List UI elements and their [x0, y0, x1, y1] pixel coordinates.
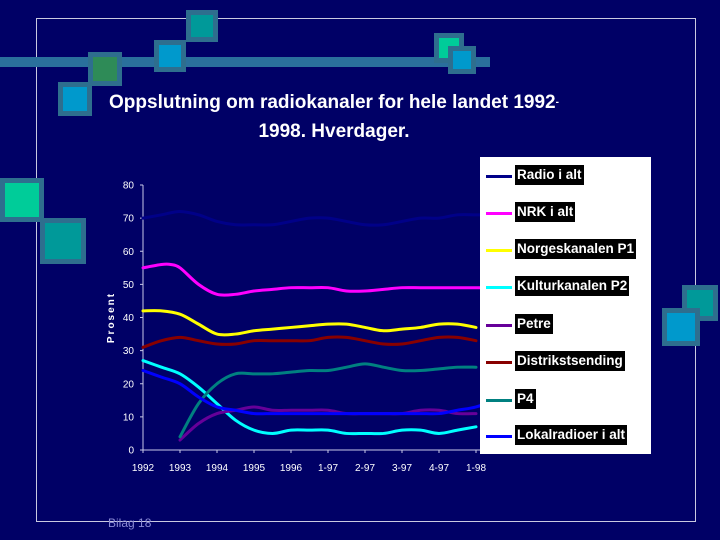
series-line-kulturkanalen-p2: [141, 359, 478, 436]
x-tick-label: 1992: [132, 463, 155, 474]
legend-swatch: [486, 399, 512, 402]
x-tick-label: 1-98: [466, 463, 486, 474]
legend-swatch: [486, 249, 512, 252]
series-line-p4: [178, 362, 478, 439]
chart-title: Oppslutning om radiokanaler for hele lan…: [60, 88, 608, 146]
y-tick-label: 30: [123, 346, 135, 357]
y-axis-label: Prosent: [106, 292, 117, 343]
legend-item: Kulturkanalen P2: [480, 276, 651, 298]
legend-swatch: [486, 212, 512, 215]
series-line-nrk-i-alt: [141, 262, 496, 297]
title-line-2: 1998. Hverdager.: [258, 121, 410, 142]
legend-label: Distrikstsending: [515, 351, 625, 371]
y-tick-label: 20: [123, 379, 135, 390]
legend-item: Distrikstsending: [480, 351, 651, 373]
legend-swatch: [486, 324, 512, 327]
y-tick-label: 50: [123, 280, 135, 291]
legend-label: P4: [515, 389, 536, 409]
decor-bar: [0, 57, 490, 67]
legend-swatch: [486, 286, 512, 289]
footer-label: Bilag 18: [108, 516, 152, 530]
series-line-norgeskanalen-p1: [141, 309, 478, 337]
chart-legend: Radio i alt NRK i alt Norgeskanalen P1 Kult…: [480, 157, 651, 454]
series-line-petre: [178, 405, 478, 442]
legend-label: Petre: [515, 314, 553, 334]
y-tick-label: 60: [123, 247, 135, 258]
x-tick-label: 2-97: [355, 463, 375, 474]
legend-item: Lokalradioer i alt: [480, 425, 651, 447]
x-tick-label: 4-97: [429, 463, 449, 474]
decor-square: [662, 308, 700, 346]
series-line-radio-i-alt: [141, 210, 496, 227]
y-tick-label: 10: [123, 412, 135, 423]
legend-swatch: [486, 361, 512, 364]
series-line-lokalradioer-i-alt: [141, 369, 496, 416]
y-tick-label: 80: [123, 181, 135, 192]
decor-square: [186, 10, 218, 42]
legend-label: Radio i alt: [515, 165, 584, 185]
legend-item: P4: [480, 389, 651, 411]
x-tick-label: 3-97: [392, 463, 412, 474]
decor-square: [40, 218, 86, 264]
legend-item: Petre: [480, 314, 651, 336]
slide-frame: [36, 18, 696, 522]
legend-swatch: [486, 175, 512, 178]
legend-label: Kulturkanalen P2: [515, 276, 630, 296]
decor-square: [0, 178, 44, 222]
y-tick-label: 0: [128, 446, 134, 457]
legend-label: NRK i alt: [515, 202, 576, 222]
legend-item: NRK i alt: [480, 202, 651, 224]
legend-label: Lokalradioer i alt: [515, 425, 628, 445]
title-line-1: Oppslutning om radiokanaler for hele lan…: [109, 92, 556, 113]
series-line-distrikstsending: [141, 335, 478, 349]
decor-square: [58, 82, 92, 116]
x-tick-label: 1996: [280, 463, 303, 474]
legend-swatch: [486, 435, 512, 438]
decor-square: [448, 46, 476, 74]
legend-label: Norgeskanalen P1: [515, 239, 637, 259]
x-tick-label: 1-97: [318, 463, 338, 474]
y-tick-label: 40: [123, 313, 135, 324]
decor-square: [154, 40, 186, 72]
y-tick-label: 70: [123, 214, 135, 225]
decor-square: [88, 52, 122, 86]
title-dot: -: [555, 97, 559, 108]
x-tick-label: 1994: [206, 463, 229, 474]
legend-item: Radio i alt: [480, 165, 651, 187]
x-tick-label: 1995: [243, 463, 266, 474]
x-tick-label: 1993: [169, 463, 192, 474]
legend-item: Norgeskanalen P1: [480, 239, 651, 261]
